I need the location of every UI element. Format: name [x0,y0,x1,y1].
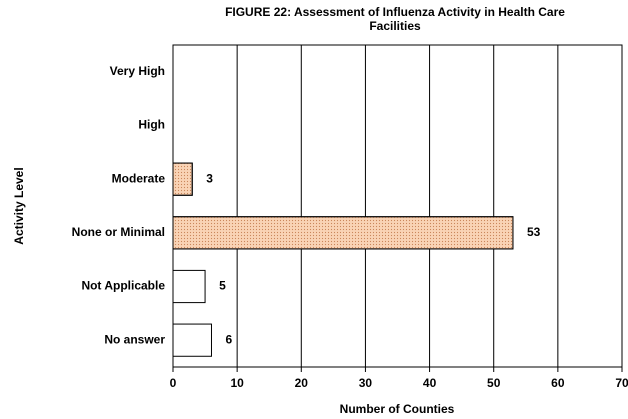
y-tick-label: None or Minimal [72,225,165,239]
x-axis-title: Number of Counties [340,402,455,416]
y-tick-label: No answer [104,332,165,346]
bar [172,269,206,304]
y-axis-title: Activity Level [12,167,26,244]
x-tick-label: 10 [230,376,244,390]
value-label: 53 [527,225,541,239]
value-label: 3 [206,171,213,185]
bar-texture [172,216,514,250]
plot-frame [172,44,623,368]
bar [172,323,212,357]
y-tick-label: Moderate [112,171,166,185]
x-tick-label: 20 [295,376,309,390]
x-tick-label: 30 [359,376,373,390]
x-tick-label: 60 [551,376,565,390]
x-tick-label: 70 [615,376,628,390]
x-tick-label: 40 [423,376,437,390]
chart-title: FIGURE 22: Assessment of Influenza Activ… [225,5,565,19]
y-tick-label: High [138,118,165,132]
x-tick-label: 50 [487,376,501,390]
x-tick-label: 0 [170,376,177,390]
y-tick-label: Not Applicable [81,279,165,293]
chart-title: Facilities [369,19,421,33]
bar-texture [172,162,193,196]
value-label: 5 [219,279,226,293]
value-label: 6 [225,332,232,346]
y-tick-label: Very High [110,64,165,78]
